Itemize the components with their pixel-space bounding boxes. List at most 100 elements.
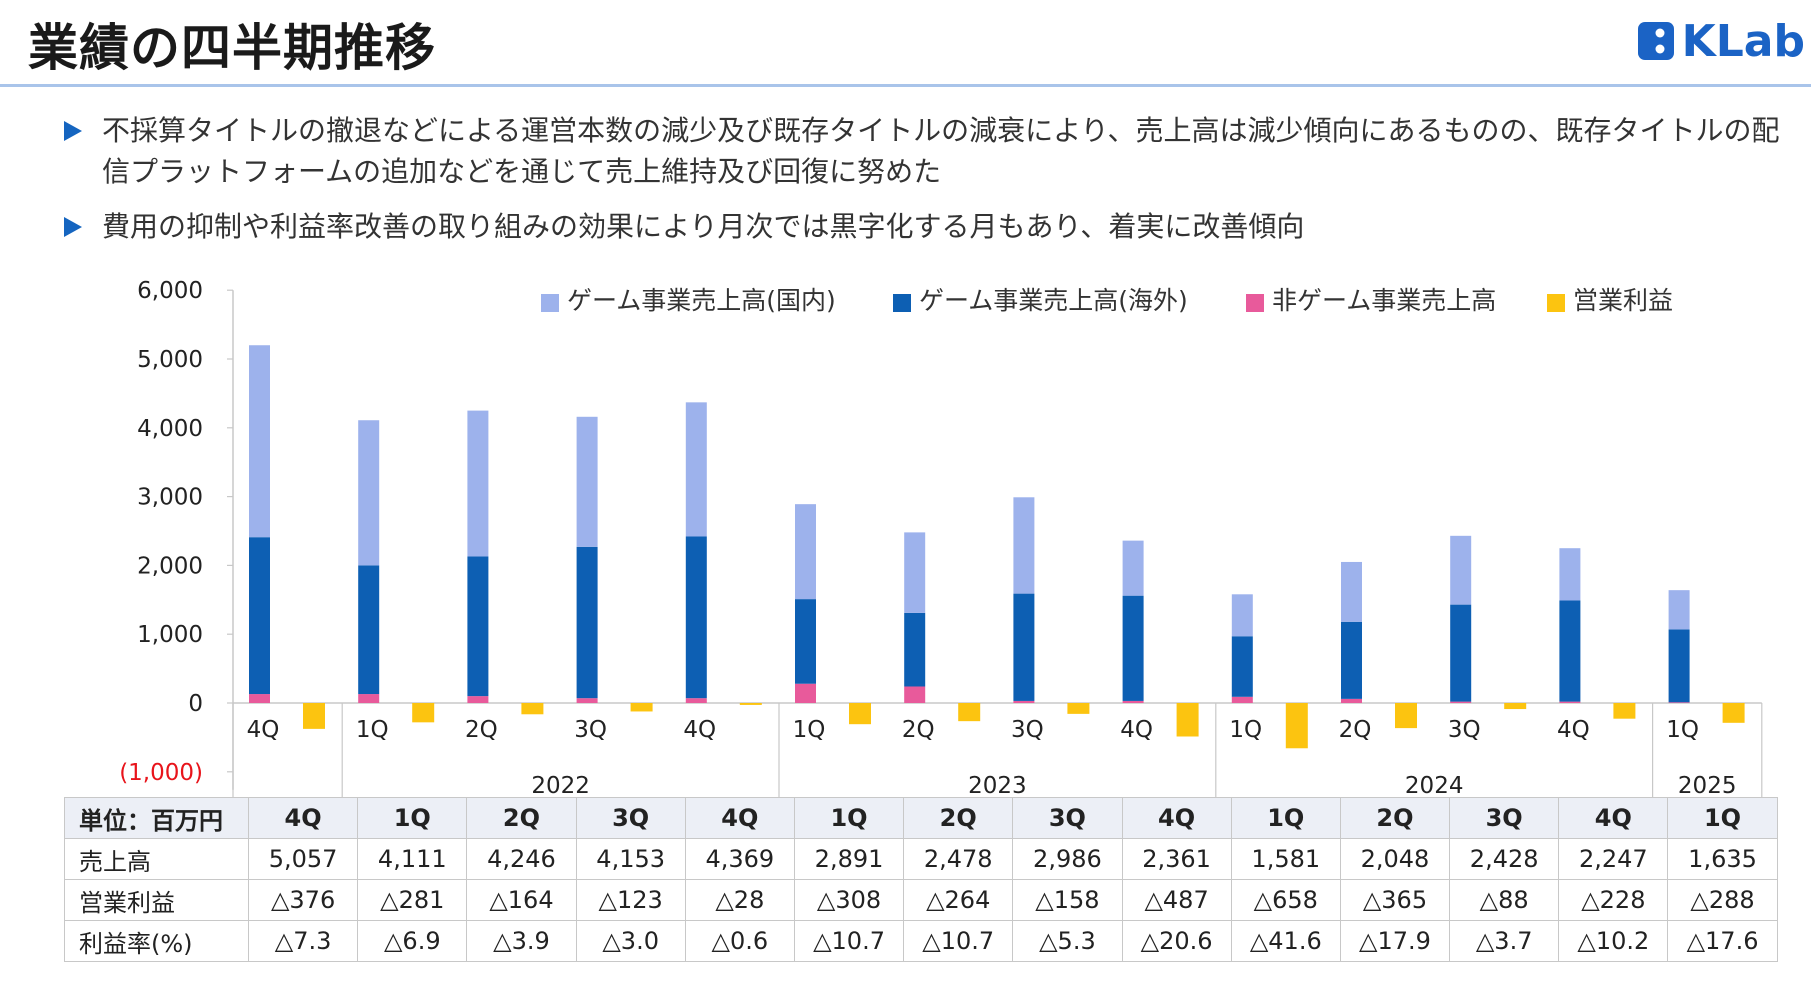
klab-logo: KLab xyxy=(1636,15,1805,67)
table-cell: 5,057 xyxy=(247,838,359,880)
bar-segment xyxy=(795,599,816,684)
table-cell: △10.2 xyxy=(1558,920,1669,962)
legend-swatch xyxy=(1246,294,1264,312)
quarter-tick-label: 3Q xyxy=(574,717,607,743)
operating-profit-bar xyxy=(1395,703,1417,729)
table-cell: △158 xyxy=(1012,879,1123,921)
table-cell: 1,635 xyxy=(1667,838,1778,880)
y-tick-label: 0 xyxy=(188,691,203,717)
table-row: 売上高 5,057 4,111 4,246 4,153 4,369 2,891 2,478 2,… xyxy=(64,838,1778,880)
bar-segment xyxy=(1341,561,1362,622)
operating-profit-bar xyxy=(630,703,653,712)
table-cell: △88 xyxy=(1449,879,1560,921)
table-cell: 2,891 xyxy=(793,838,905,880)
bar-segment xyxy=(795,683,816,703)
table-cell: △228 xyxy=(1558,879,1669,921)
legend-swatch xyxy=(893,294,911,312)
table-column-header: 4Q xyxy=(1558,797,1669,839)
table-cell: △10.7 xyxy=(903,920,1014,962)
table-cell: 2,478 xyxy=(903,838,1014,880)
legend-swatch xyxy=(541,294,559,312)
year-group-label: 2024 xyxy=(1405,773,1464,799)
y-tick-label: 4,000 xyxy=(137,416,203,442)
summary-bullets: 不採算タイトルの撤退などによる運営本数の減少及び既存タイトルの減衰により、売上高… xyxy=(64,110,1784,261)
table-row-label: 利益率(%) xyxy=(64,920,249,962)
bar-segment xyxy=(1122,595,1144,701)
operating-profit-bar xyxy=(412,703,435,723)
table-column-header: 2Q xyxy=(903,797,1014,839)
y-tick-label: 1,000 xyxy=(137,622,203,648)
operating-profit-bar xyxy=(1176,703,1199,737)
bar-segment xyxy=(249,345,270,538)
operating-profit-bar xyxy=(849,703,871,725)
table-header-row: 単位：百万円 4Q 1Q 2Q 3Q 4Q 1Q 2Q 3Q 4Q 1Q 2Q 3Q 4Q 1Q xyxy=(64,797,1778,839)
table-cell: △264 xyxy=(903,879,1014,921)
bar-segment xyxy=(576,546,598,699)
table-cell: △0.6 xyxy=(684,920,795,962)
bar-segment xyxy=(358,565,380,695)
quarter-tick-label: 3Q xyxy=(1011,717,1044,743)
year-group-label: 2025 xyxy=(1678,773,1737,799)
table-cell: △3.9 xyxy=(466,920,577,962)
table-column-header: 1Q xyxy=(793,797,905,839)
table-cell: 2,247 xyxy=(1558,838,1669,880)
operating-profit-bar xyxy=(739,703,762,705)
bar-segment xyxy=(904,532,926,613)
y-tick-label: 3,000 xyxy=(137,485,203,511)
bar-segment xyxy=(904,612,926,687)
bar-segment xyxy=(1341,621,1362,699)
table-cell: △3.0 xyxy=(575,920,686,962)
table-cell: 4,153 xyxy=(575,838,686,880)
table-column-header: 4Q xyxy=(684,797,795,839)
bar-segment xyxy=(1231,594,1253,637)
page-title: 業績の四半期推移 xyxy=(28,19,436,77)
bar-segment xyxy=(1231,696,1253,703)
table-cell: 2,986 xyxy=(1012,838,1123,880)
table-column-header: 2Q xyxy=(1339,797,1451,839)
legend-label: ゲーム事業売上高(国内) xyxy=(567,286,836,315)
bullet-item: 不採算タイトルの撤退などによる運営本数の減少及び既存タイトルの減衰により、売上高… xyxy=(64,110,1784,192)
table-cell: △281 xyxy=(357,879,468,921)
table-column-header: 3Q xyxy=(1449,797,1560,839)
bar-segment xyxy=(1013,700,1035,703)
table-cell: △5.3 xyxy=(1012,920,1123,962)
table-row-label: 売上高 xyxy=(64,838,249,880)
bar-segment xyxy=(576,698,598,703)
quarter-tick-label: 2Q xyxy=(902,717,935,743)
table-cell: 4,369 xyxy=(684,838,795,880)
table-cell: △20.6 xyxy=(1121,920,1232,962)
table-row-label: 営業利益 xyxy=(64,879,249,921)
bar-segment xyxy=(1450,535,1472,605)
table-column-header: 1Q xyxy=(1230,797,1341,839)
table-column-header: 1Q xyxy=(357,797,468,839)
table-cell: 4,111 xyxy=(357,838,468,880)
bar-segment xyxy=(358,420,380,566)
quarter-tick-label: 4Q xyxy=(1557,717,1590,743)
bar-segment xyxy=(249,537,270,695)
table-cell: △28 xyxy=(684,879,795,921)
logo-text: KLab xyxy=(1681,15,1805,67)
operating-profit-bar xyxy=(521,703,544,715)
table-cell: 2,428 xyxy=(1449,838,1560,880)
quarter-tick-label: 1Q xyxy=(356,717,389,743)
title-divider xyxy=(0,84,1811,87)
bullet-triangle-icon xyxy=(64,217,82,237)
bar-segment xyxy=(1122,540,1144,596)
bar-segment xyxy=(904,686,926,703)
results-table: 単位：百万円 4Q 1Q 2Q 3Q 4Q 1Q 2Q 3Q 4Q 1Q 2Q 3Q 4Q 1Q 売上高 5,0… xyxy=(64,797,1778,962)
table-cell: △41.6 xyxy=(1230,920,1341,962)
bar-segment xyxy=(1013,593,1035,701)
table-cell: 4,246 xyxy=(466,838,577,880)
table-cell: △658 xyxy=(1230,879,1341,921)
bar-segment xyxy=(1450,604,1472,702)
table-column-header: 3Q xyxy=(1012,797,1123,839)
legend-label: 非ゲーム事業売上高 xyxy=(1272,286,1496,315)
table-row: 営業利益 △376 △281 △164 △123 △28 △308 △264 △158 △487 △… xyxy=(64,879,1778,921)
table-row: 利益率(%) △7.3 △6.9 △3.9 △3.0 △0.6 △10.7 △10.7 △5.3… xyxy=(64,920,1778,962)
operating-profit-bar xyxy=(1613,703,1636,719)
legend-swatch xyxy=(1547,294,1565,312)
operating-profit-bar xyxy=(1285,703,1308,749)
bar-segment xyxy=(1559,600,1581,702)
table-cell: △487 xyxy=(1121,879,1232,921)
table-cell: 1,581 xyxy=(1230,838,1341,880)
